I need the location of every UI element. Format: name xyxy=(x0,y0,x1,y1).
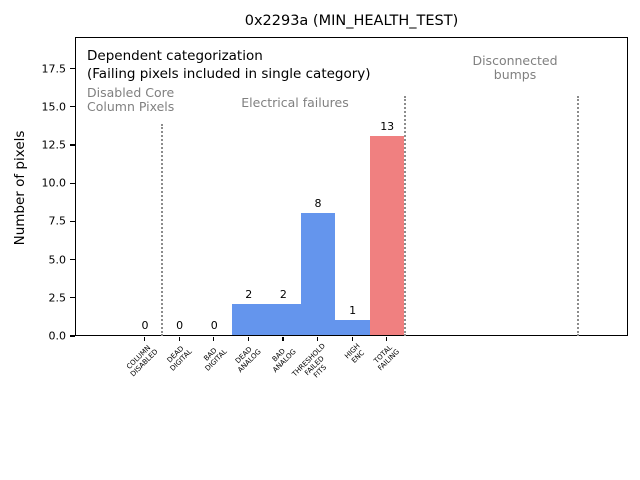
x-tick-mark xyxy=(178,337,180,341)
y-tick-label: 2.5 xyxy=(48,291,67,305)
x-tick-mark xyxy=(144,337,146,341)
bar-value-label-column-disabled: 0 xyxy=(141,319,149,332)
section-separator xyxy=(403,96,406,336)
bar-value-label-dead-digital: 0 xyxy=(176,319,184,332)
x-tick-mark xyxy=(351,337,353,341)
bar-bad-analog xyxy=(266,304,301,335)
x-tick-label-high-enc: HIGH ENC xyxy=(342,342,366,365)
x-tick-mark xyxy=(247,337,249,341)
bar-high-enc xyxy=(335,319,370,335)
y-tick-mark xyxy=(70,220,75,222)
x-tick-mark xyxy=(213,337,215,341)
bar-value-label-bad-analog: 2 xyxy=(279,288,287,302)
bar-value-label-threshold-failed-fits: 8 xyxy=(314,196,322,210)
x-tick-mark xyxy=(317,337,319,341)
bar-threshold-failed-fits xyxy=(300,212,336,335)
y-tick-mark xyxy=(70,259,75,261)
x-tick-mark xyxy=(282,337,284,341)
y-tick-label: 7.5 xyxy=(48,214,67,228)
plot-area: Dependent categorization (Failing pixels… xyxy=(75,37,628,336)
x-tick-label-dead-analog: DEAD ANALOG xyxy=(234,345,264,375)
y-tick-mark xyxy=(70,335,75,337)
bar-value-label-high-enc: 1 xyxy=(349,303,357,317)
section-label-electrical-failures: Electrical failures xyxy=(241,95,349,110)
annotation-heading: Dependent categorization xyxy=(87,48,263,64)
x-tick-mark xyxy=(386,337,388,341)
x-tick-label-total-failing: TOTAL FAILING xyxy=(372,343,402,373)
y-tick-label: 0.0 xyxy=(48,329,67,343)
x-tick-label-dead-digital: DEAD DIGITAL xyxy=(165,344,194,373)
y-tick-label: 10.0 xyxy=(41,176,67,190)
bar-value-label-dead-analog: 2 xyxy=(245,288,253,302)
y-tick-mark xyxy=(70,106,75,108)
y-tick-label: 5.0 xyxy=(48,253,67,267)
section-label-disabled-core-column-pixels: Disabled Core Column Pixels xyxy=(87,85,175,115)
y-tick-label: 15.0 xyxy=(41,100,67,114)
x-tick-label-bad-digital: BAD DIGITAL xyxy=(202,346,229,373)
y-tick-label: 17.5 xyxy=(41,62,67,76)
chart-title: 0x2293a (MIN_HEALTH_TEST) xyxy=(244,13,459,29)
annotation-subheading: (Failing pixels included in single categ… xyxy=(87,66,371,82)
y-tick-mark xyxy=(70,297,75,299)
y-tick-mark xyxy=(70,144,75,146)
y-tick-mark xyxy=(70,182,75,184)
bar-value-label-total-failing: 13 xyxy=(380,120,395,134)
y-tick-label: 12.5 xyxy=(41,138,67,152)
section-separator xyxy=(576,96,579,336)
y-tick-mark xyxy=(70,68,75,70)
bar-value-label-bad-digital: 0 xyxy=(210,319,218,332)
bar-dead-analog xyxy=(231,304,267,335)
section-label-disconnected-bumps: Disconnected bumps xyxy=(472,53,558,83)
x-tick-label-column-disabled: COLUMN DISABLED xyxy=(124,343,160,379)
x-tick-label-threshold-failed-fits: THRESHOLD FAILED FITS xyxy=(290,342,328,380)
section-separator xyxy=(161,124,164,336)
bar-total-failing xyxy=(369,136,405,335)
